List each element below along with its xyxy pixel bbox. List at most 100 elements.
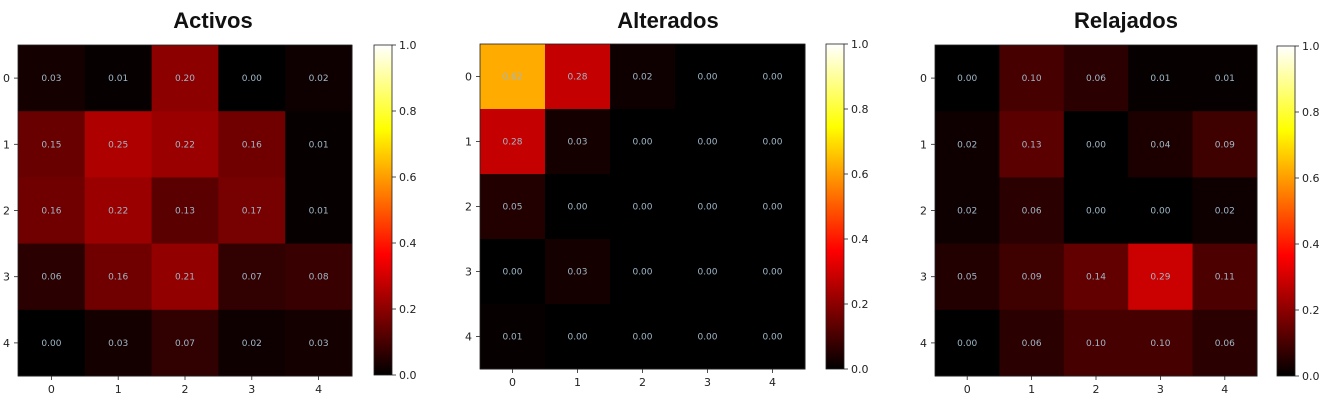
heatmap-cell (84, 111, 153, 178)
cell-value-label: 0.00 (502, 268, 522, 278)
cell-value-label: 0.09 (1215, 140, 1235, 150)
cell-value-label: 0.00 (632, 333, 652, 343)
cell-value-label: 0.03 (567, 138, 587, 148)
x-tick-label: 0 (48, 383, 55, 396)
heatmap-cell (545, 239, 611, 305)
heatmap-cell (1192, 309, 1258, 377)
colorbar-tick-label: 0.0 (399, 369, 417, 382)
colorbar-tick-label: 0.6 (399, 171, 417, 184)
cell-value-label: 0.02 (957, 140, 977, 150)
heatmap-cell (610, 44, 676, 110)
cell-value-label: 0.01 (108, 74, 128, 84)
heatmap-cell (480, 174, 546, 240)
heatmap-cell (84, 45, 153, 112)
heatmap-cell (1128, 309, 1194, 377)
cell-value-label: 0.00 (632, 203, 652, 213)
heatmap-cell (151, 177, 219, 245)
heatmap-cell (935, 45, 1000, 112)
cell-value-label: 0.28 (502, 138, 522, 148)
heatmap-cell (480, 109, 546, 175)
cell-value-label: 0.02 (309, 74, 329, 84)
cell-value-label: 0.00 (242, 74, 262, 84)
cell-value-label: 0.04 (1150, 140, 1170, 150)
chart-title: Alterados (617, 8, 718, 33)
heatmap-cell (151, 45, 219, 112)
heatmap-cell (935, 243, 1000, 311)
cell-value-label: 0.07 (242, 273, 262, 283)
heatmap-cell (285, 309, 353, 377)
cell-value-label: 0.08 (309, 273, 329, 283)
y-tick-label: 0 (465, 71, 472, 84)
heatmap-cell (675, 239, 741, 305)
cell-value-label: 0.10 (1022, 74, 1042, 84)
cell-value-label: 0.00 (41, 339, 61, 349)
heatmap-cell (999, 45, 1065, 112)
heatmap-cell (740, 109, 806, 175)
y-tick-label: 1 (465, 136, 472, 149)
cell-value-label: 0.00 (762, 138, 782, 148)
heatmap-cell (610, 304, 676, 370)
heatmap-cell (1192, 111, 1258, 178)
colorbar-tick-label: 0.6 (851, 168, 869, 181)
heatmap-cell (218, 177, 286, 245)
cell-value-label: 0.16 (108, 273, 128, 283)
x-tick-label: 3 (248, 383, 255, 396)
heatmap-cell (18, 309, 86, 377)
heatmap-cell (1128, 45, 1194, 112)
cell-value-label: 0.29 (1150, 273, 1170, 283)
cell-value-label: 0.01 (309, 207, 329, 217)
colorbar-tick-label: 0.0 (1302, 370, 1320, 383)
heatmap-cell (935, 309, 1000, 377)
heatmap-cell (18, 243, 86, 311)
y-tick-label: 3 (465, 266, 472, 279)
cell-value-label: 0.09 (1022, 273, 1042, 283)
cell-value-label: 0.02 (957, 207, 977, 217)
heatmap-cell (218, 243, 286, 311)
heatmap-cell (480, 239, 546, 305)
heatmap-cell (610, 174, 676, 240)
heatmap-cell (610, 109, 676, 175)
x-tick-label: 2 (1093, 383, 1100, 396)
heatmap-cell (285, 177, 353, 245)
cell-value-label: 0.06 (1022, 207, 1042, 217)
heatmap-cell (935, 177, 1000, 245)
cell-value-label: 0.01 (502, 333, 522, 343)
heatmap-cell (285, 111, 353, 178)
chart-title: Relajados (1074, 8, 1178, 33)
y-tick-label: 2 (465, 201, 472, 214)
heatmap-cell (1192, 177, 1258, 245)
cell-value-label: 0.00 (697, 268, 717, 278)
cell-value-label: 0.16 (242, 140, 262, 150)
y-tick-label: 4 (465, 331, 472, 344)
colorbar-tick-label: 1.0 (1302, 40, 1320, 53)
cell-value-label: 0.02 (632, 73, 652, 83)
heatmap-cell (999, 177, 1065, 245)
colorbar (373, 44, 393, 376)
cell-value-label: 0.03 (108, 339, 128, 349)
cell-value-label: 0.02 (1215, 207, 1235, 217)
x-tick-label: 0 (964, 383, 971, 396)
colorbar-tick-label: 1.0 (851, 38, 869, 51)
y-tick-label: 2 (920, 205, 927, 218)
x-tick-label: 2 (182, 383, 189, 396)
cell-value-label: 0.00 (697, 203, 717, 213)
colorbar-tick-label: 0.8 (851, 103, 869, 116)
cell-value-label: 0.00 (762, 333, 782, 343)
cell-value-label: 0.00 (762, 203, 782, 213)
x-tick-label: 3 (704, 376, 711, 389)
y-tick-label: 3 (920, 271, 927, 284)
cell-value-label: 0.22 (108, 207, 128, 217)
cell-value-label: 0.62 (502, 73, 522, 83)
cell-value-label: 0.00 (957, 339, 977, 349)
x-tick-label: 4 (315, 383, 322, 396)
cell-value-label: 0.20 (175, 74, 195, 84)
colorbar-tick-label: 0.4 (1302, 238, 1320, 251)
cell-value-label: 0.13 (175, 207, 195, 217)
cell-value-label: 0.02 (242, 339, 262, 349)
cell-value-label: 0.06 (1022, 339, 1042, 349)
cell-value-label: 0.14 (1086, 273, 1106, 283)
cell-value-label: 0.10 (1086, 339, 1106, 349)
heatmap-cell (999, 243, 1065, 311)
